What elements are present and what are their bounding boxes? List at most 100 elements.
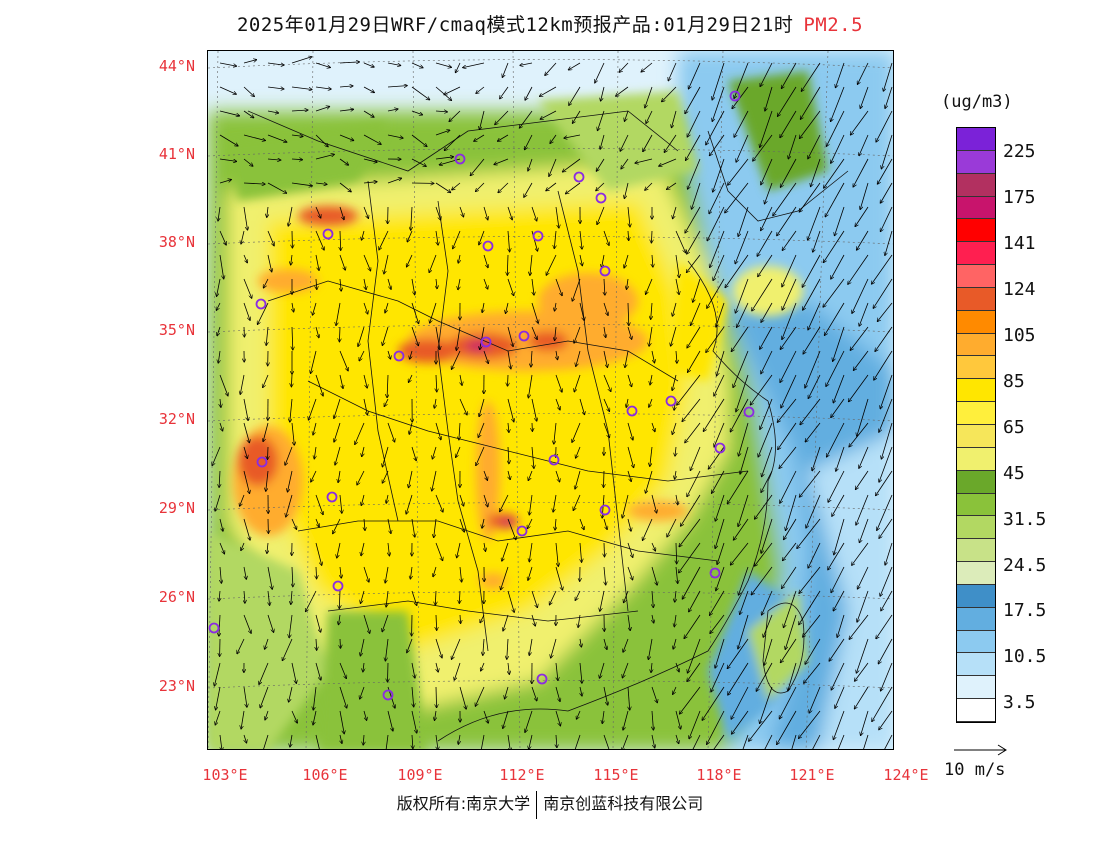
wind-arrow: [627, 542, 633, 557]
wind-arrow: [628, 302, 629, 325]
wind-arrow: [579, 518, 584, 530]
wind-arrow: [735, 230, 749, 264]
wind-arrow: [476, 182, 485, 191]
wind-arrow: [385, 302, 389, 313]
wind-arrow: [549, 158, 557, 176]
colorbar-label-17-5: 17.5: [1003, 600, 1047, 621]
wind-arrow: [316, 566, 317, 579]
wind-arrow: [458, 734, 460, 744]
wind-arrow: [286, 494, 293, 517]
wind-arrow: [339, 710, 344, 734]
wind-arrow: [411, 662, 415, 678]
wind-arrow: [602, 710, 604, 723]
wind-arrow: [881, 422, 893, 459]
wind-arrow: [546, 254, 557, 275]
wind-arrow: [527, 518, 533, 529]
colorbar-label-24-5: 24.5: [1003, 555, 1047, 576]
wind-arrow: [315, 134, 328, 147]
wind-arrow: [688, 350, 701, 372]
wind-arrow: [779, 686, 797, 719]
wind-arrow: [579, 254, 582, 266]
wind-arrow: [244, 734, 247, 743]
wind-arrow: [604, 542, 605, 557]
colorbar-label-31-5: 31.5: [1003, 509, 1047, 530]
wind-arrow: [267, 614, 274, 632]
wind-arrow: [498, 134, 509, 141]
wind-arrow: [627, 470, 631, 481]
wind-arrow: [264, 278, 269, 288]
wind-arrow: [859, 134, 869, 156]
wind-arrow: [602, 254, 605, 268]
wind-arrow: [532, 278, 534, 295]
wind-arrow: [709, 182, 725, 214]
wind-arrow: [430, 302, 437, 323]
wind-arrow: [435, 422, 441, 440]
wind-arrow: [315, 614, 321, 632]
wind-arrow: [316, 278, 317, 289]
colorbar-swatch: [957, 516, 995, 540]
wind-arrow: [672, 374, 677, 390]
wind-arrow: [268, 590, 270, 605]
wind-arrow: [649, 398, 653, 407]
footer-divider: [536, 790, 538, 819]
wind-arrow: [713, 734, 725, 749]
wind-arrow: [762, 590, 773, 615]
wind-arrow: [243, 206, 248, 230]
wind-arrow: [677, 374, 701, 405]
wind-arrow: [786, 494, 797, 530]
wind-arrow: [686, 134, 701, 160]
colorbar-swatch: [957, 242, 995, 266]
wind-arrow: [243, 158, 253, 166]
wind-arrow: [340, 734, 342, 743]
wind-arrow: [339, 182, 351, 192]
wind-arrow: [812, 446, 821, 471]
wind-arrow: [706, 110, 725, 145]
wind-arrow: [339, 158, 348, 165]
wind-arrow: [432, 470, 437, 491]
wind-arrow: [243, 518, 250, 540]
wind-arrow: [453, 230, 461, 249]
wind-arrow: [507, 590, 514, 612]
wind-arrow: [675, 278, 679, 294]
wind-arrow: [387, 374, 388, 398]
wind-arrow: [285, 446, 293, 465]
wind-arrow: [217, 326, 221, 336]
wind-arrow: [360, 638, 365, 656]
wind-arrow: [525, 86, 533, 100]
wind-arrow: [624, 590, 629, 603]
wind-arrow: [219, 518, 223, 531]
wind-arrow: [881, 590, 893, 611]
colorbar-swatch: [957, 562, 995, 585]
wind-arrow: [334, 398, 341, 418]
wind-arrow: [877, 494, 893, 530]
wind-arrow: [713, 158, 725, 192]
wind-arrow: [291, 159, 302, 160]
wind-arrow: [360, 686, 365, 699]
wind-arrow: [857, 398, 869, 436]
wind-arrow: [707, 278, 725, 308]
wind-arrow: [243, 254, 247, 263]
wind-arrow: [507, 734, 510, 749]
wind-arrow: [507, 350, 511, 369]
wind-arrow: [529, 542, 533, 562]
wind-arrow: [219, 180, 231, 184]
wind-arrow: [760, 110, 773, 147]
wind-arrow: [735, 278, 749, 313]
wind-arrow: [781, 638, 797, 663]
wind-arrow: [243, 134, 265, 141]
wind-arrow: [216, 686, 221, 710]
wind-arrow: [531, 302, 538, 323]
wind-arrow: [363, 710, 367, 720]
wind-arrow: [849, 614, 869, 639]
wind-arrow: [762, 446, 773, 477]
wind-arrow: [243, 422, 249, 443]
wind-arrow: [479, 398, 485, 417]
wind-arrow: [651, 350, 655, 363]
wind-arrow: [445, 134, 461, 150]
wind-arrow: [290, 734, 292, 747]
wind-arrow: [387, 710, 393, 731]
wind-arrow: [827, 422, 845, 457]
wind-arrow: [386, 590, 388, 607]
wind-arrow: [808, 374, 821, 398]
wind-arrow: [854, 350, 869, 370]
